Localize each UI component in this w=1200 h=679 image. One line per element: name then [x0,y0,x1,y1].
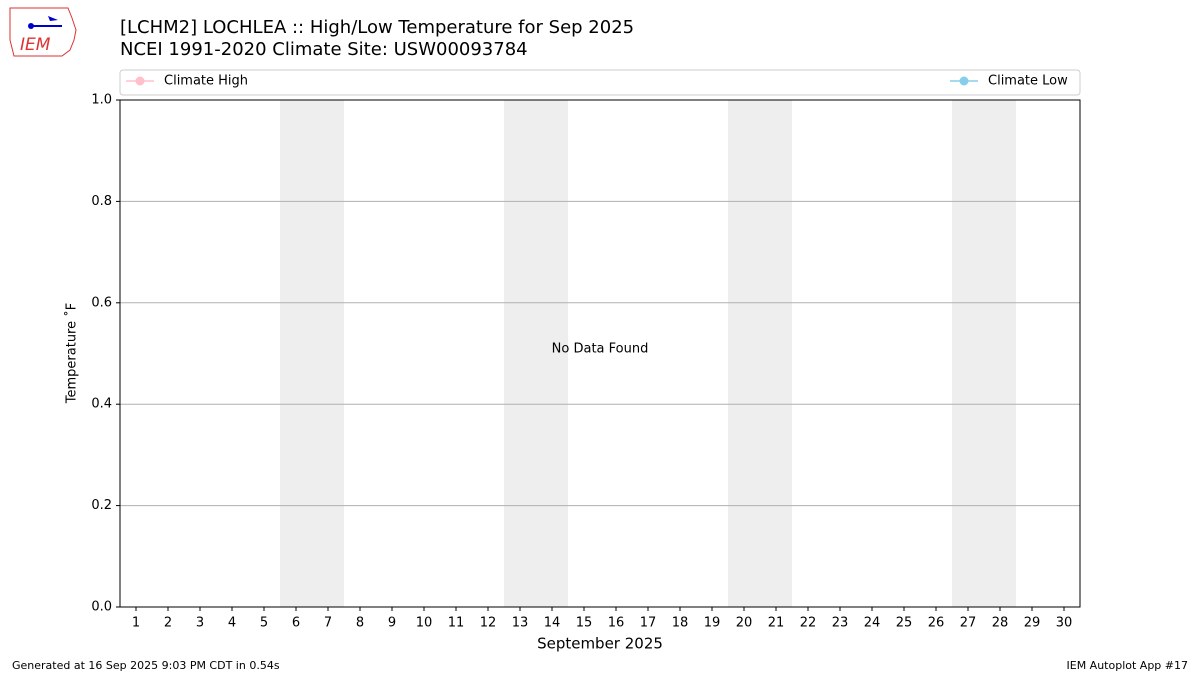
weekend-band [952,100,1016,607]
y-tick-label: 0.6 [91,295,112,310]
x-tick-label: 6 [292,616,300,631]
logo-text: IEM [20,35,51,55]
x-tick-label: 26 [928,616,945,631]
footer-left: Generated at 16 Sep 2025 9:03 PM CDT in … [12,659,280,672]
chart-title: [LCHM2] LOCHLEA :: High/Low Temperature … [120,17,634,38]
x-tick-label: 10 [416,616,433,631]
weekend-band [504,100,568,607]
x-tick-label: 14 [544,616,561,631]
legend-box [119,69,1081,96]
x-tick-label: 18 [672,616,689,631]
x-tick-label: 22 [800,616,817,631]
x-tick-label: 29 [1024,616,1041,631]
x-tick-label: 19 [704,616,721,631]
x-tick-label: 24 [864,616,881,631]
y-tick-label: 1.0 [91,93,112,108]
footer-right: IEM Autoplot App #17 [1067,659,1189,672]
x-tick-label: 3 [196,616,204,631]
x-tick-label: 20 [736,616,753,631]
y-axis-label: Temperature ˚F [64,303,80,404]
y-tick-label: 0.8 [91,194,112,209]
x-tick-label: 30 [1056,616,1073,631]
x-tick-label: 5 [260,616,268,631]
x-tick-label: 8 [356,616,364,631]
x-tick-label: 9 [388,616,396,631]
x-tick-label: 17 [640,616,657,631]
legend-marker [959,76,969,86]
weekend-band [728,100,792,607]
y-tick-label: 0.4 [91,397,112,412]
y-tick-label: 0.2 [91,498,112,513]
x-tick-label: 21 [768,616,785,631]
chart-subtitle: NCEI 1991-2020 Climate Site: USW00093784 [120,39,528,60]
x-tick-label: 1 [132,616,140,631]
x-tick-label: 27 [960,616,977,631]
x-tick-label: 7 [324,616,332,631]
x-tick-label: 15 [576,616,593,631]
x-axis-label: September 2025 [537,635,663,653]
y-tick-label: 0.0 [91,600,112,615]
x-tick-label: 13 [512,616,529,631]
legend-marker [135,76,145,86]
x-tick-label: 2 [164,616,172,631]
x-tick-label: 4 [228,616,236,631]
x-tick-label: 23 [832,616,849,631]
legend-label: Climate High [164,74,248,89]
annotation: No Data Found [552,342,649,357]
plot-frame [119,99,1081,608]
x-tick-label: 16 [608,616,625,631]
weekend-band [280,100,344,607]
logo: IEM [9,7,77,57]
x-tick-label: 12 [480,616,497,631]
x-tick-label: 25 [896,616,913,631]
x-tick-label: 28 [992,616,1009,631]
legend-label: Climate Low [988,74,1068,89]
x-tick-label: 11 [448,616,465,631]
